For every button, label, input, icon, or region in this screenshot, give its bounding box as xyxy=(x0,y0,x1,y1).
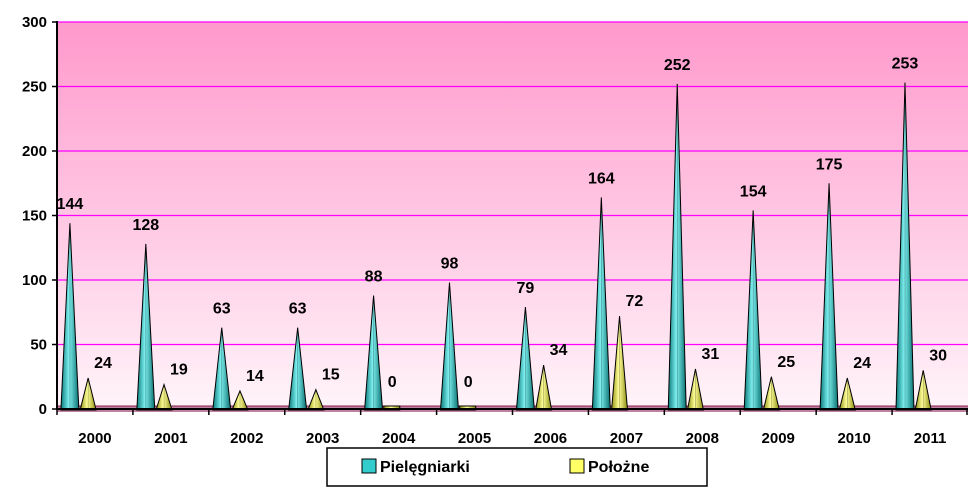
data-label: 15 xyxy=(322,367,340,384)
x-axis-tick-labels: 2000 2001 2002 2003 2004 2005 2006 2007 2008 2009… xyxy=(56,409,968,447)
legend: Pielęgniarki Położne xyxy=(326,447,708,487)
x-tick-label: 2006 xyxy=(534,430,567,447)
x-tick-label: 2001 xyxy=(154,430,187,447)
y-tick-label: 100 xyxy=(22,272,47,289)
data-label: 14 xyxy=(246,368,264,385)
legend-swatch-polozne xyxy=(569,458,585,474)
x-tick-label: 2003 xyxy=(306,430,339,447)
legend-swatch-pielegniarki xyxy=(361,458,377,474)
data-label: 88 xyxy=(365,268,383,285)
axes xyxy=(56,21,968,410)
y-tick-label: 200 xyxy=(22,143,47,160)
data-label: 63 xyxy=(289,301,307,318)
x-tick-label: 2004 xyxy=(382,430,416,447)
data-label: 175 xyxy=(816,156,843,173)
y-tick-label: 0 xyxy=(39,401,47,418)
data-label: 34 xyxy=(550,342,568,359)
data-label: 63 xyxy=(213,301,231,318)
y-tick-label: 50 xyxy=(30,337,47,354)
x-tick-label: 2009 xyxy=(762,430,795,447)
x-tick-label: 2005 xyxy=(458,430,491,447)
data-label: 0 xyxy=(388,374,397,391)
y-tick-label: 250 xyxy=(22,79,47,96)
y-tick-label: 300 xyxy=(22,14,47,31)
data-label: 19 xyxy=(170,361,188,378)
x-tick-label: 2002 xyxy=(230,430,263,447)
data-label: 128 xyxy=(132,217,159,234)
data-label: 253 xyxy=(892,56,919,73)
data-label: 79 xyxy=(517,280,535,297)
data-label: 252 xyxy=(664,57,691,74)
legend-label-pielegniarki: Pielęgniarki xyxy=(380,459,470,476)
data-label: 164 xyxy=(588,170,615,187)
data-labels: 144 24 128 19 63 14 63 15 88 0 98 0 79 34 164 72 252 31 15… xyxy=(57,56,948,391)
data-label: 25 xyxy=(777,354,795,371)
legend-label-polozne: Położne xyxy=(588,459,649,476)
data-label: 24 xyxy=(94,355,112,372)
x-tick-label: 2010 xyxy=(837,430,870,447)
y-axis-tick-labels: 0 50 100 150 200 250 300 xyxy=(22,14,47,418)
gridlines xyxy=(52,21,968,410)
y-tick-label: 150 xyxy=(22,208,47,225)
data-label: 72 xyxy=(626,293,644,310)
x-tick-label: 2007 xyxy=(610,430,643,447)
data-label: 144 xyxy=(57,196,84,213)
x-tick-label: 2008 xyxy=(686,430,719,447)
x-tick-label: 2000 xyxy=(78,430,111,447)
data-label: 0 xyxy=(464,374,473,391)
data-label: 154 xyxy=(740,183,767,200)
data-label: 24 xyxy=(853,355,871,372)
data-label: 98 xyxy=(441,256,459,273)
x-tick-label: 2011 xyxy=(914,430,947,447)
data-label: 30 xyxy=(929,347,947,364)
legend-box xyxy=(326,447,708,487)
bars xyxy=(60,82,932,411)
data-label: 31 xyxy=(701,346,719,363)
